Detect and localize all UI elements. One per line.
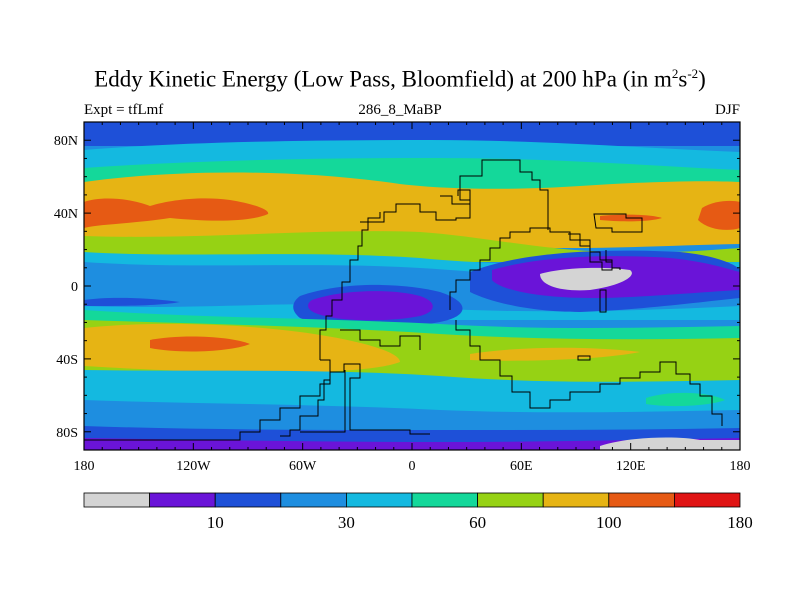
colorbar-box: [214, 492, 282, 508]
coast-europe: [440, 189, 471, 205]
x-tick-label: 180: [730, 459, 751, 474]
colorbar-box: [280, 492, 347, 508]
coast-africa: [455, 320, 723, 426]
coast-sa-east: [340, 329, 421, 350]
colorbar-box: [542, 492, 610, 508]
colorbar-box: [149, 492, 216, 508]
y-tick-label: 80S: [56, 426, 78, 441]
coast-greenland: [300, 370, 346, 433]
y-tick-label: 40S: [56, 353, 78, 368]
y-tick-label: 80N: [54, 134, 78, 149]
south-c0: [600, 437, 740, 450]
coast-small-island: [577, 355, 591, 361]
colorbar-label: 180: [727, 513, 753, 532]
x-tick-label: 120W: [176, 459, 211, 474]
experiment-label: Expt = tfLmf: [84, 102, 164, 118]
colorbar-label: 10: [207, 513, 224, 532]
coastlines: [84, 159, 723, 441]
nh-max-east: [698, 200, 740, 230]
band-north-dark: [84, 122, 740, 140]
x-tick-label: 60W: [289, 459, 317, 474]
coast-asia-southeast: [568, 233, 613, 271]
x-tick-label: 0: [409, 459, 416, 474]
colorbar-label: 100: [596, 513, 622, 532]
colorbar-box: [345, 492, 413, 508]
coast-antarctica: [84, 363, 430, 441]
chart-title: Eddy Kinetic Energy (Low Pass, Bloomfiel…: [94, 66, 706, 92]
coast-indonesia: [599, 289, 607, 313]
axis-layer: 180 120W 60W 0 60E 120E 180 80N 40N 0 40S 80S: [54, 121, 751, 474]
field-layer: [84, 122, 740, 450]
colorbar-box: [411, 492, 478, 508]
x-tick-label: 180: [74, 459, 95, 474]
nh-max-west: [84, 198, 269, 228]
colorbar-box: [83, 492, 150, 508]
trop-c0-asia: [540, 267, 632, 291]
sh-jet-c7-east: [470, 347, 640, 361]
case-label: 286_8_MaBP: [358, 102, 442, 118]
y-tick-label: 0: [71, 280, 78, 295]
trop-c2-west: [84, 297, 180, 306]
colorbar-box: [608, 492, 675, 508]
season-label: DJF: [714, 102, 740, 118]
nh-jet-c7: [84, 172, 740, 249]
coast-americas: [319, 212, 381, 360]
x-tick-label: 120E: [616, 459, 646, 474]
colorbar: 10 30 60 100 180: [83, 492, 753, 532]
trop-c1-sa: [308, 291, 433, 321]
sh-jet-c8: [150, 336, 250, 352]
coast-africa-eurasia: [449, 227, 621, 310]
y-tick-label: 40N: [54, 207, 78, 222]
x-tick-label: 60E: [510, 459, 533, 474]
colorbar-box: [674, 492, 741, 508]
coast-japan: [593, 213, 643, 233]
colorbar-label: 60: [469, 513, 486, 532]
colorbar-label: 30: [338, 513, 355, 532]
colorbar-box: [477, 492, 544, 508]
